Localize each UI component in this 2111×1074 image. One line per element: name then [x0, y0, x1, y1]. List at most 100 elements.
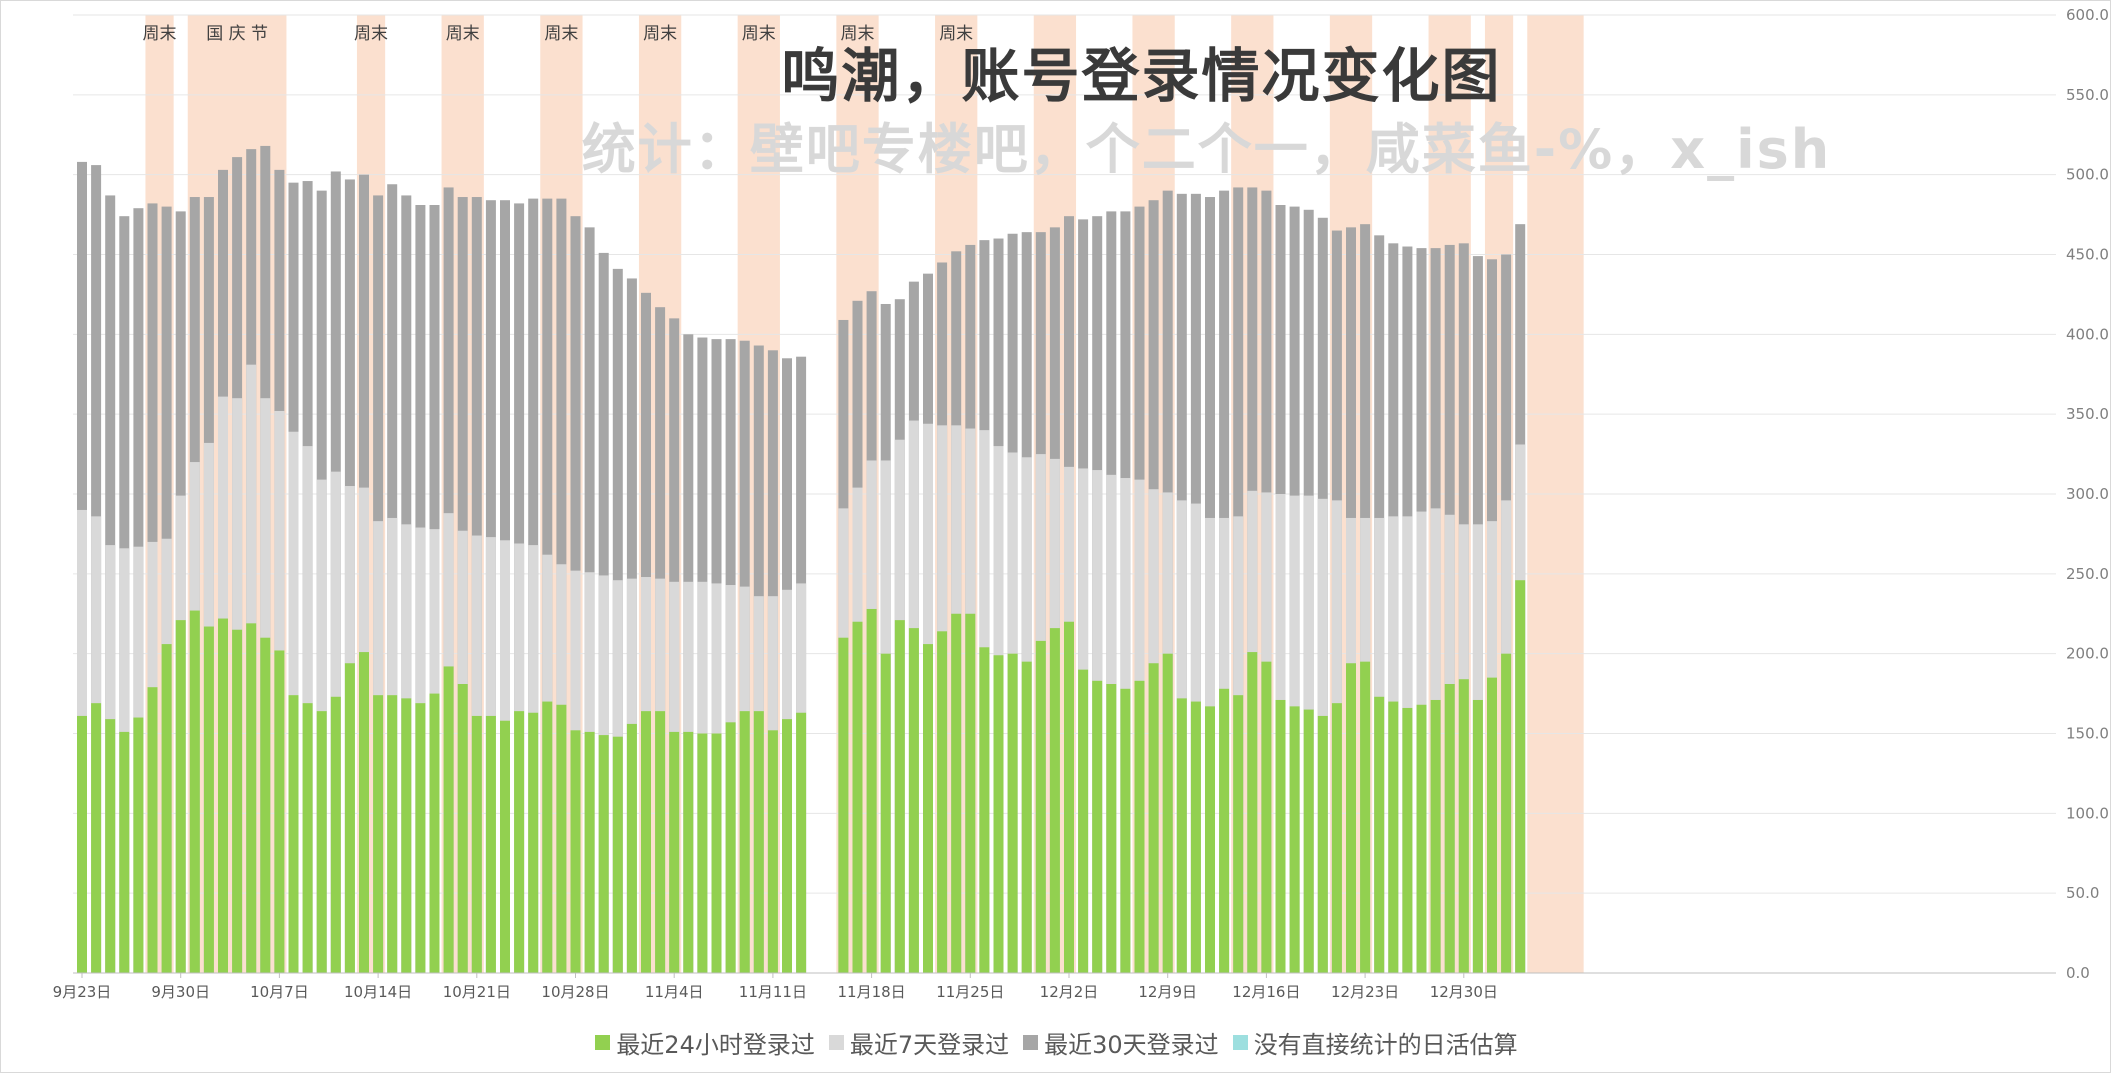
x-tick-label: 10月7日 [250, 983, 309, 1001]
y-tick-label: 100.0 [2066, 804, 2109, 822]
bar-24h [119, 731, 130, 973]
bar-24h [1402, 707, 1413, 973]
bar-24h [387, 695, 398, 973]
axes: 0.0 50.0 100.0 150.0 200.0 250.0 300.0 350.0 400… [53, 6, 2109, 1001]
bar-group [175, 211, 186, 973]
bar-group [725, 339, 736, 974]
bar-24h [415, 703, 426, 973]
bar-24h [1331, 703, 1342, 973]
bar-24h [1247, 652, 1258, 973]
bar-group [1120, 211, 1131, 973]
bar-24h [626, 723, 637, 973]
bar-group [1148, 200, 1159, 974]
bar-group [1444, 244, 1455, 974]
bar-24h [796, 712, 807, 973]
x-tick-label: 9月30日 [151, 983, 210, 1001]
band-label: 周末 [446, 24, 480, 44]
bar-24h [937, 631, 948, 973]
y-tick-label: 250.0 [2066, 565, 2109, 583]
legend-item-30d: 最近30天登录过 [1023, 1025, 1219, 1060]
bar-24h [316, 711, 327, 973]
bar-group [767, 350, 778, 973]
chart-title: 鸣潮，账号登录情况变化图 [781, 42, 1502, 110]
bar-group [782, 358, 792, 973]
bar-24h [1487, 677, 1497, 973]
bar-group [641, 292, 651, 973]
bar-group [514, 203, 525, 973]
bar-group [1219, 190, 1230, 974]
bar-24h [500, 720, 510, 973]
bar-group [232, 157, 243, 973]
bar-group [1515, 224, 1526, 974]
x-tick-label: 10月21日 [443, 983, 511, 1001]
bar-24h [246, 623, 257, 973]
bar-group [908, 281, 919, 974]
bar-24h [782, 719, 792, 973]
bar-24h [457, 684, 468, 973]
bar-group [852, 300, 863, 973]
bar-group [105, 195, 116, 973]
x-tick-label: 12月9日 [1138, 983, 1197, 1001]
bar-group [77, 161, 87, 974]
bar-24h [584, 731, 595, 973]
bar-group [894, 299, 905, 973]
bar-24h [838, 637, 849, 973]
bar-group [133, 208, 144, 974]
bar-24h [669, 731, 680, 973]
x-tick-label: 12月2日 [1040, 983, 1099, 1001]
bar-group [1247, 187, 1258, 973]
band-label: 国 庆 节 [206, 24, 268, 44]
bar-group [344, 179, 355, 973]
bar-group [655, 307, 666, 973]
bar-group [316, 190, 327, 974]
bar-group [260, 145, 271, 974]
bar-24h [161, 644, 172, 973]
bar-24h [175, 620, 186, 973]
bar-24h [302, 703, 313, 973]
bar-24h [1176, 698, 1187, 973]
bar-group [485, 200, 496, 974]
bar-group [697, 337, 708, 973]
bar-24h [1120, 688, 1131, 973]
bar-24h [1064, 621, 1074, 973]
x-tick-label: 12月16日 [1232, 983, 1300, 1001]
y-tick-label: 600.0 [2066, 6, 2109, 24]
bar-group [1416, 248, 1427, 973]
bar-group [584, 227, 595, 973]
bar-24h [359, 652, 369, 973]
legend-item-24h: 最近24小时登录过 [595, 1025, 815, 1060]
bar-24h [655, 711, 666, 973]
x-tick-label: 10月14日 [344, 983, 412, 1001]
bar-group [1430, 248, 1441, 973]
legend-label-7d: 最近7天登录过 [849, 1031, 1010, 1059]
bar-24h [1134, 680, 1145, 973]
bar-group [457, 197, 468, 973]
bar-group [387, 184, 398, 973]
bar-24h [91, 703, 102, 973]
bar-group [866, 291, 877, 974]
y-tick-label: 450.0 [2066, 246, 2109, 264]
bar-24h [1106, 684, 1117, 973]
y-tick-label: 50.0 [2066, 884, 2099, 902]
bar-24h [1162, 653, 1173, 973]
bar-group [598, 252, 609, 974]
bar-24h [528, 712, 539, 973]
x-tick-label: 11月25日 [936, 983, 1004, 1001]
bar-group [1289, 206, 1300, 974]
bar-group [203, 197, 214, 973]
bar-24h [753, 711, 764, 973]
bar-24h [1388, 701, 1399, 973]
x-tick-label: 12月30日 [1430, 983, 1498, 1001]
bar-24h [77, 715, 87, 973]
bar-24h [1289, 706, 1300, 973]
y-tick-label: 150.0 [2066, 725, 2109, 743]
bar-24h [288, 695, 299, 973]
bar-24h [1360, 661, 1371, 973]
bar-24h [1205, 706, 1215, 973]
bar-24h [1416, 704, 1427, 973]
y-tick-label: 550.0 [2066, 86, 2109, 104]
bar-24h [1346, 663, 1356, 973]
bar-24h [1049, 628, 1060, 973]
bar-24h [923, 644, 933, 973]
